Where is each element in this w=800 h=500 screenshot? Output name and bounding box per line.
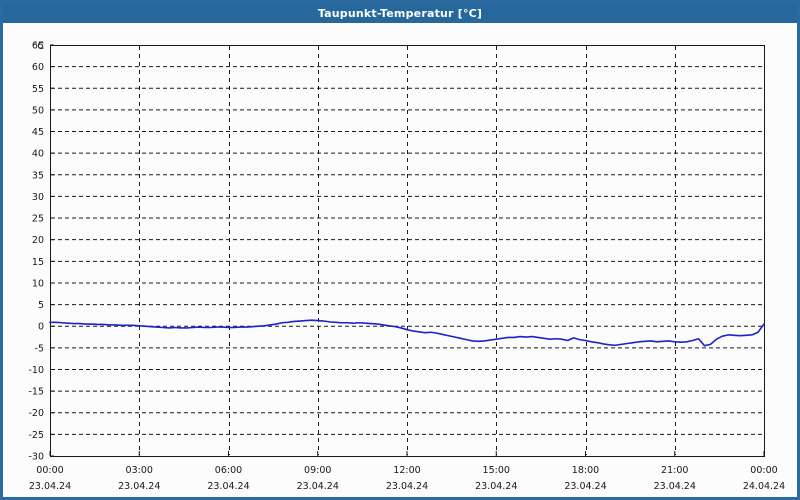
x-tick-time-label: 21:00 bbox=[661, 465, 688, 476]
y-tick-label: -15 bbox=[28, 387, 44, 398]
y-tick-label: 45 bbox=[32, 127, 44, 138]
series-line bbox=[49, 319, 765, 347]
grid-lines bbox=[51, 46, 763, 455]
y-tick-label: 30 bbox=[32, 192, 44, 203]
y-tick-label: 40 bbox=[32, 149, 44, 160]
x-tick-date-label: 23.04.24 bbox=[475, 481, 517, 492]
x-tick-date-label: 23.04.24 bbox=[564, 481, 606, 492]
line-chart: 65605550454035302520151050-5-10-15-20-25… bbox=[28, 41, 785, 493]
x-tick-date-label: 23.04.24 bbox=[29, 481, 71, 492]
y-tick-label: -25 bbox=[28, 430, 44, 441]
x-tick-date-label: 23.04.24 bbox=[297, 481, 339, 492]
y-tick-label: -30 bbox=[28, 452, 44, 463]
y-tick-label: 10 bbox=[32, 278, 44, 289]
x-tick-time-label: 00:00 bbox=[750, 465, 777, 476]
x-tick-time-label: 09:00 bbox=[304, 465, 331, 476]
y-tick-label: 60 bbox=[32, 62, 44, 73]
x-tick-time-label: 18:00 bbox=[572, 465, 599, 476]
window-title-bar: Taupunkt-Temperatur [°C] bbox=[3, 3, 797, 23]
y-tick-label: -5 bbox=[35, 343, 44, 354]
x-tick-date-label: 23.04.24 bbox=[386, 481, 428, 492]
chart-axes bbox=[50, 45, 765, 457]
y-axis-ticks: 65605550454035302520151050-5-10-15-20-25… bbox=[28, 41, 54, 463]
x-tick-time-label: 12:00 bbox=[393, 465, 420, 476]
x-tick-date-label: 23.04.24 bbox=[654, 481, 696, 492]
y-axis-unit-label: °C bbox=[33, 41, 45, 52]
page-title: Taupunkt-Temperatur [°C] bbox=[317, 6, 483, 20]
x-tick-time-label: 00:00 bbox=[36, 465, 63, 476]
y-tick-label: 15 bbox=[32, 257, 44, 268]
y-tick-label: 0 bbox=[38, 322, 44, 333]
x-tick-time-label: 15:00 bbox=[483, 465, 510, 476]
y-tick-label: 25 bbox=[32, 214, 44, 225]
y-tick-label: 20 bbox=[32, 235, 44, 246]
x-tick-date-label: 23.04.24 bbox=[118, 481, 160, 492]
data-series bbox=[49, 319, 765, 347]
x-tick-time-label: 03:00 bbox=[126, 465, 153, 476]
y-tick-label: 55 bbox=[32, 84, 44, 95]
chart-plot-container: 65 60 55 50 45 40 35 30 25 20 15 10 5 0 -5 -10 -15 -20 -25… bbox=[3, 23, 797, 497]
y-tick-label: 65 bbox=[32, 41, 44, 52]
y-tick-label: 35 bbox=[32, 170, 44, 181]
x-tick-date-label: 24.04.24 bbox=[743, 481, 785, 492]
x-tick-date-label: 23.04.24 bbox=[207, 481, 249, 492]
x-axis-ticks: 00:00 23.04.24 03:00 23.04.24 06:00 23.04.24 0… bbox=[29, 451, 785, 492]
x-tick-time-label: 06:00 bbox=[215, 465, 242, 476]
y-tick-label: -10 bbox=[28, 365, 44, 376]
y-tick-label: 5 bbox=[38, 300, 44, 311]
y-tick-label: -20 bbox=[28, 408, 44, 419]
y-tick-label: 50 bbox=[32, 105, 44, 116]
